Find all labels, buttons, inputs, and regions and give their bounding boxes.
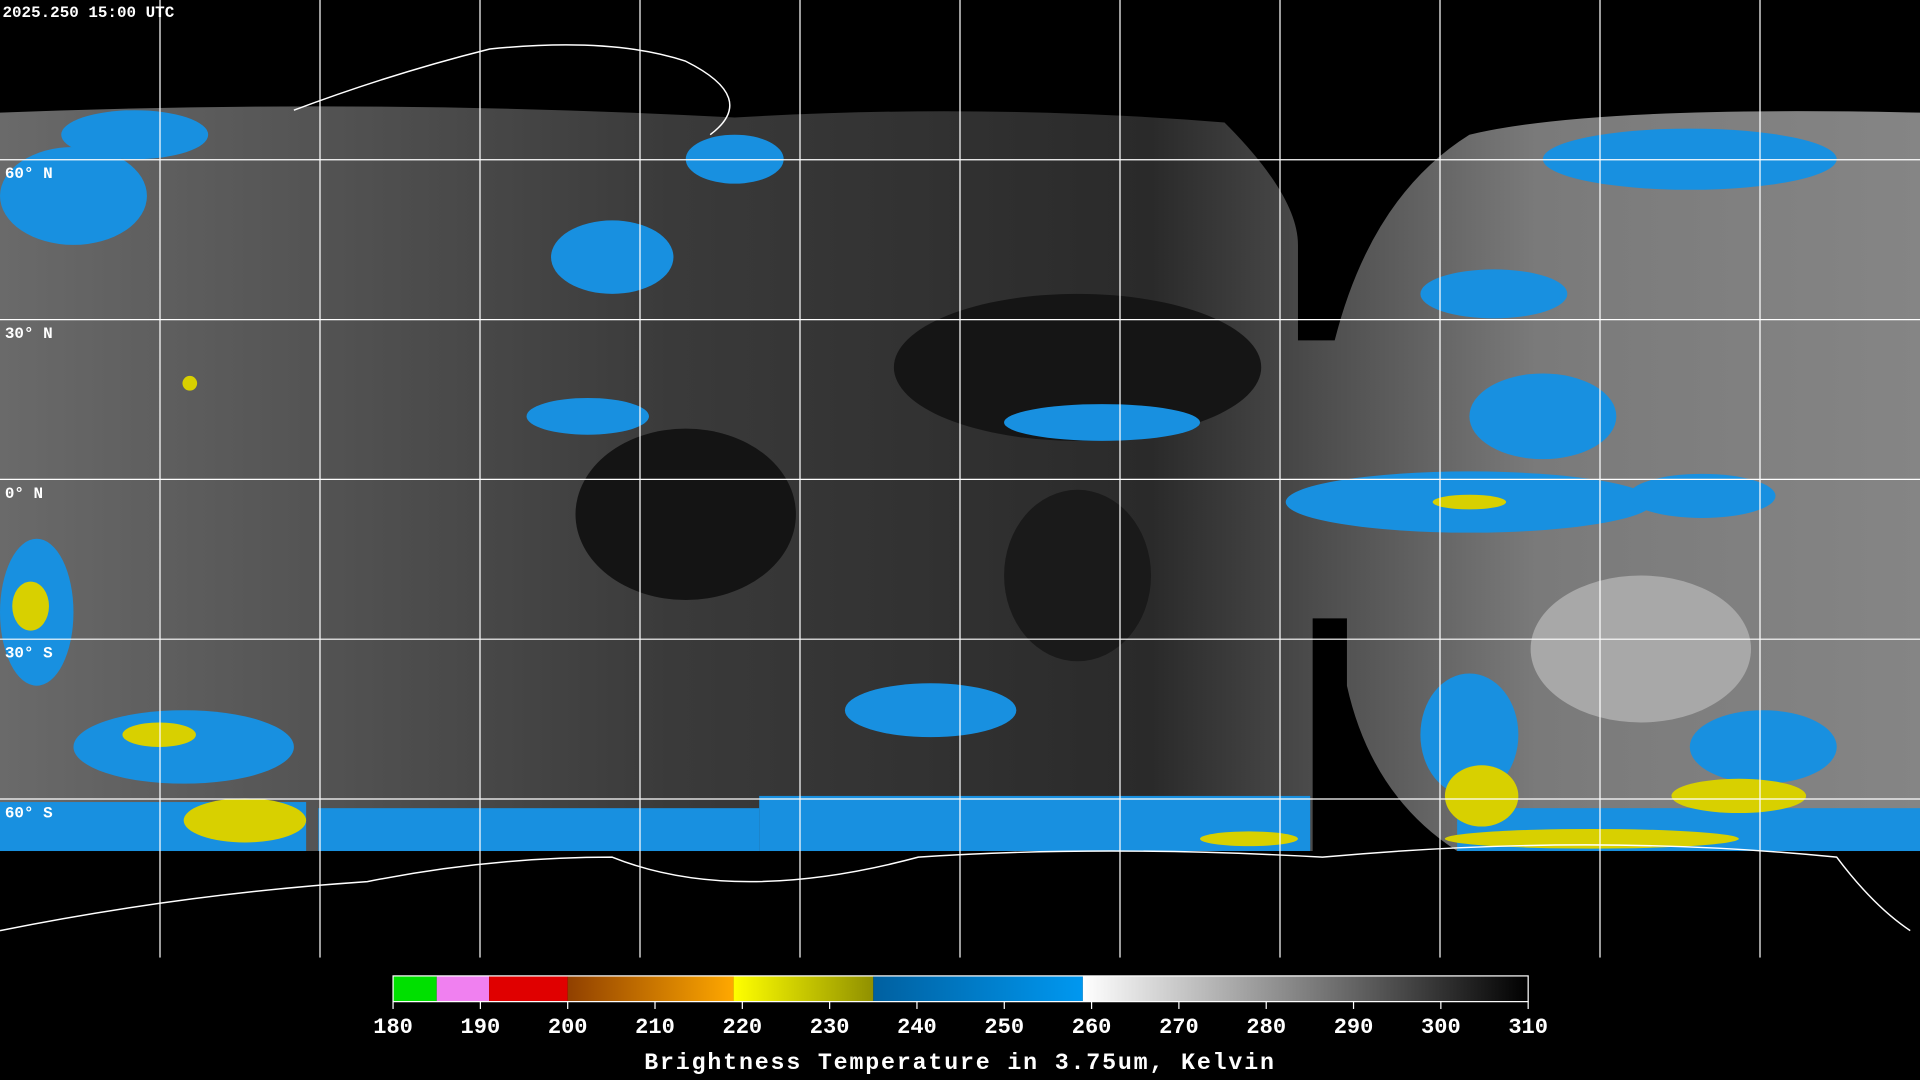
colorbar-segment: [873, 975, 1083, 1002]
lat-label: 0° N: [5, 485, 43, 503]
colorbar: 180 190 200 210 220 230 240 250 260 270 280 290 300 3…: [373, 975, 1548, 1040]
colorbar-tick-label: 300: [1421, 1015, 1461, 1040]
colorbar-tick-label: 290: [1334, 1015, 1374, 1040]
lat-label: 60° S: [5, 804, 53, 822]
colorbar-tick-label: 210: [635, 1015, 675, 1040]
colorbar-tick-label: 230: [810, 1015, 850, 1040]
timestamp: 2025.250 15:00 UTC: [2, 4, 174, 22]
colorbar-tick-label: 310: [1508, 1015, 1548, 1040]
colorbar-outline: [392, 975, 1529, 1003]
colorbar-segment: [436, 975, 490, 1002]
colorbar-segment: [733, 975, 874, 1002]
colorbar-tick-label: 220: [722, 1015, 762, 1040]
colorbar-tick-label: 200: [548, 1015, 588, 1040]
lat-label: 30° S: [5, 645, 53, 663]
colorbar-tick-label: 270: [1159, 1015, 1199, 1040]
colorbar-tick-label: 250: [984, 1015, 1024, 1040]
colorbar-tick-label: 260: [1072, 1015, 1112, 1040]
colorbar-title: Brightness Temperature in 3.75um, Kelvin: [644, 1050, 1276, 1076]
colorbar-segment: [567, 975, 734, 1002]
lat-label: 30° N: [5, 325, 53, 343]
lat-label: 60° N: [5, 165, 53, 183]
lat-labels: 60° N 30° N 0° N 30° S 60° S: [5, 165, 53, 822]
colorbar-tick-label: 180: [373, 1015, 413, 1040]
graticule: [0, 0, 1920, 959]
colorbar-tick-label: 190: [461, 1015, 501, 1040]
colorbar-segment: [1082, 975, 1529, 1002]
colorbar-segment: [489, 975, 568, 1002]
colorbar-segment: [393, 975, 437, 1002]
colorbar-tick-label: 280: [1246, 1015, 1286, 1040]
colorbar-tick-label: 240: [897, 1015, 937, 1040]
